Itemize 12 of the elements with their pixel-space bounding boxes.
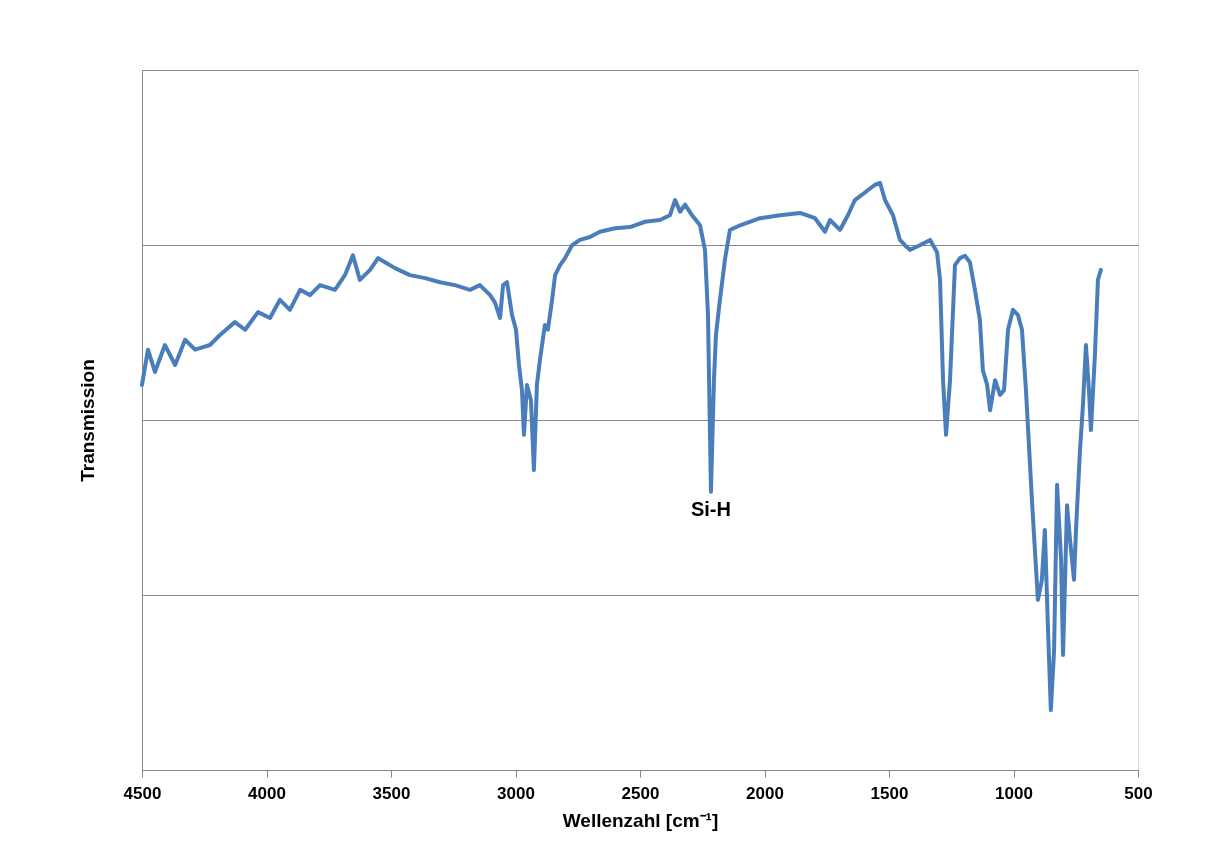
x-tick-label: 3000 [497, 783, 535, 803]
x-tick-label: 1500 [870, 783, 909, 803]
x-tick-label: 1000 [995, 783, 1033, 803]
x-tick-label: 3500 [372, 783, 411, 803]
x-tick-label: 4500 [123, 783, 162, 803]
x-tick-label: 4000 [248, 783, 286, 803]
x-tick-label: 500 [1124, 783, 1153, 803]
annotation: Si-H [690, 497, 731, 520]
x-axis-title: Wellenzahl [cm⁻¹] [562, 809, 719, 831]
x-tick-label: 2000 [746, 783, 784, 803]
x-tick-label: 2500 [621, 783, 660, 803]
y-axis-title: Transmission [76, 359, 98, 482]
